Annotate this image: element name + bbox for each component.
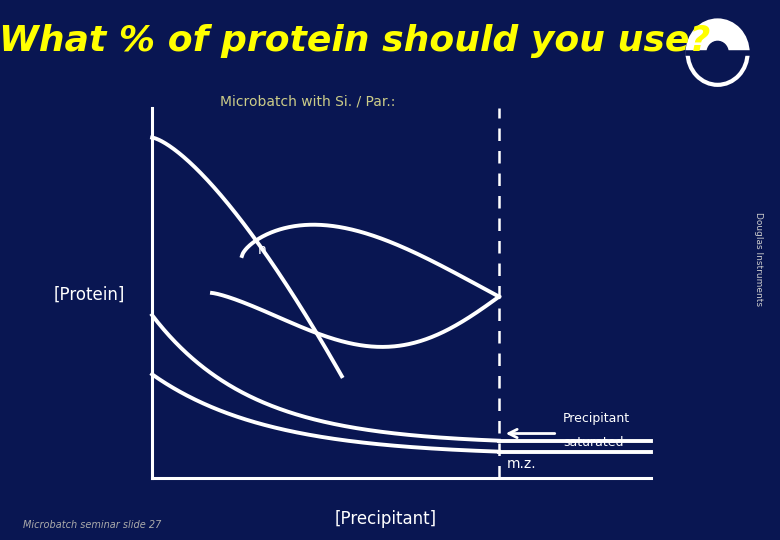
Text: m.z.: m.z. — [507, 457, 537, 471]
Text: [Precipitant]: [Precipitant] — [335, 510, 437, 529]
Text: saturated: saturated — [563, 436, 623, 449]
Wedge shape — [688, 52, 747, 85]
Text: n: n — [257, 244, 266, 258]
Wedge shape — [688, 21, 747, 52]
Text: Precipitant: Precipitant — [563, 412, 630, 425]
Text: Douglas Instruments: Douglas Instruments — [753, 212, 763, 306]
Text: What % of protein should you use?: What % of protein should you use? — [0, 24, 711, 58]
Text: [Protein]: [Protein] — [54, 285, 126, 303]
Text: Microbatch seminar slide 27: Microbatch seminar slide 27 — [23, 520, 161, 530]
Text: Microbatch with Si. / Par.:: Microbatch with Si. / Par.: — [221, 94, 395, 109]
Circle shape — [707, 42, 728, 64]
